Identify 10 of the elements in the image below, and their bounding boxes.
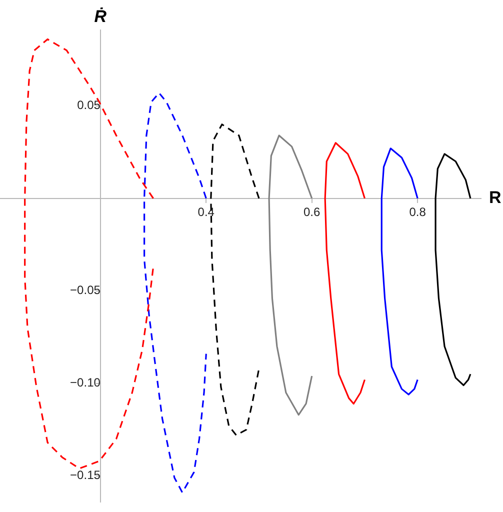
- x-tick-label: 0.6: [304, 204, 321, 219]
- y-tick-label: −0.10: [70, 376, 101, 390]
- y-tick-label: −0.05: [70, 283, 101, 298]
- x-axis-title: R: [489, 188, 502, 208]
- x-tick-label: 0.8: [409, 204, 426, 219]
- y-tick-label: −0.15: [70, 468, 101, 482]
- y-tick-label: 0.05: [77, 98, 101, 112]
- x-tick-label: 0.4: [198, 204, 215, 219]
- y-axis-title: Ṙ: [94, 7, 108, 26]
- line-series: [24, 38, 154, 470]
